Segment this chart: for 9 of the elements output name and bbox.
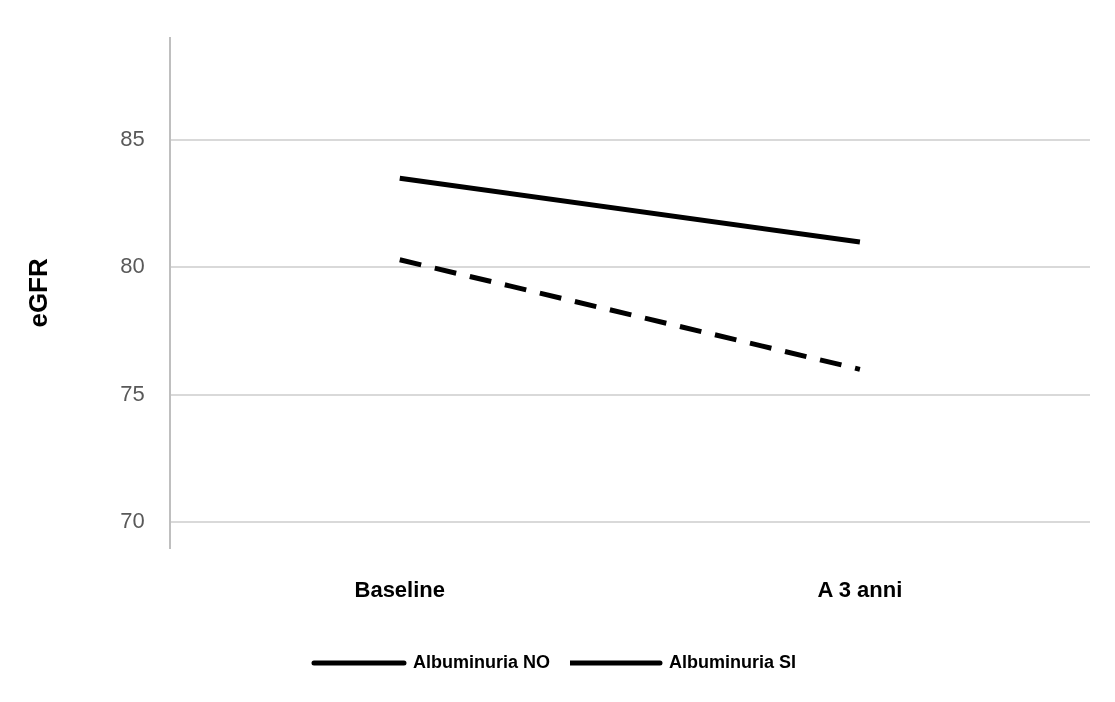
y-tick-label: 85 — [120, 126, 145, 152]
x-tick-label: A 3 anni — [817, 576, 903, 602]
legend-label: Albuminuria SI — [669, 651, 797, 672]
legend-label: Albuminuria NO — [412, 651, 551, 672]
y-axis-title: eGFR — [22, 258, 53, 328]
y-tick-label: 80 — [120, 253, 145, 279]
y-tick-label: 75 — [120, 380, 145, 406]
y-tick-label: 70 — [120, 508, 145, 534]
x-tick-label: Baseline — [354, 576, 445, 602]
